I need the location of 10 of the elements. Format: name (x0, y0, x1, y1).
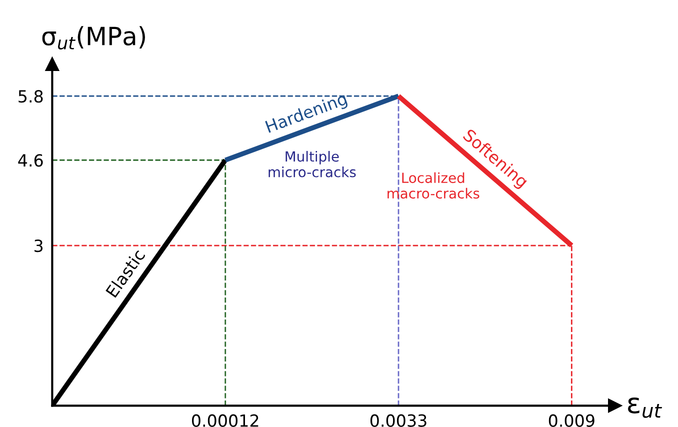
y-tick-label: 4.6 (18, 154, 43, 167)
x-tick-label: 0.0033 (370, 414, 426, 427)
x-tick-label: 0.00012 (192, 414, 258, 427)
annotation: Localized macro-cracks (388, 172, 480, 199)
y-axis-title: σ$_{ut}$(MPa) (42, 26, 145, 50)
x-tick-label: 0.009 (548, 414, 594, 427)
x-axis-title: ε$_{ut}$ (628, 397, 662, 418)
y-tick-label: 5.8 (18, 90, 43, 103)
y-tick-label: 3 (34, 239, 43, 252)
annotation: Multiple micro-cracks (268, 150, 356, 178)
